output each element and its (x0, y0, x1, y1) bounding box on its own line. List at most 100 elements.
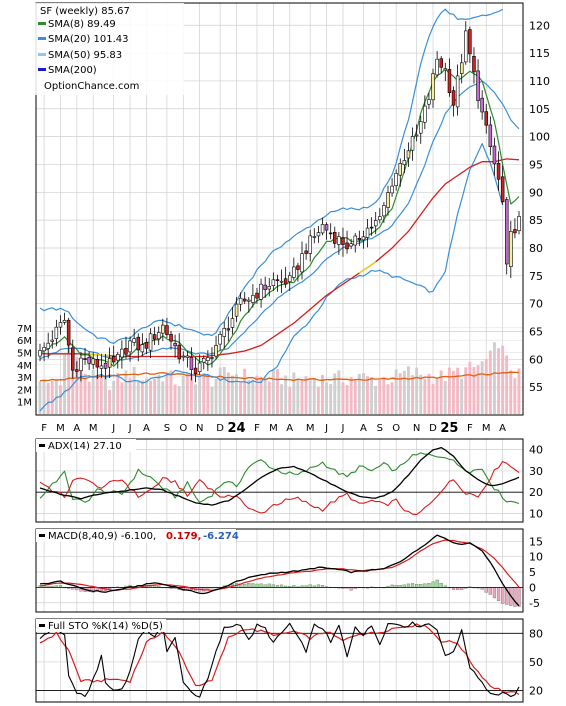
volume-bar-2 (46, 382, 50, 414)
volume-bar-110 (488, 350, 492, 414)
volume-bar-65 (304, 376, 308, 414)
candle-body-29 (157, 332, 161, 340)
volume-bar-89 (402, 370, 406, 414)
macd-histogram-bar-57 (271, 584, 275, 588)
volume-bar-63 (296, 379, 300, 414)
panel-frame-adx (35, 438, 524, 523)
month-tick-19: S (377, 423, 383, 434)
candle-body-68 (316, 232, 321, 237)
volume-bar-96 (431, 383, 435, 414)
candle-body-40 (202, 357, 206, 363)
candle-body-103 (459, 62, 464, 74)
month-tick-21: N (413, 423, 420, 434)
volume-bar-74 (341, 382, 345, 414)
volume-bar-67 (312, 378, 316, 414)
volume-bar-59 (280, 384, 283, 414)
candle-body-85 (386, 192, 390, 208)
month-tick-22: D (429, 423, 437, 434)
price-tick-65: 65 (529, 326, 543, 339)
candle-body-36 (185, 355, 190, 358)
candle-body-0 (38, 350, 42, 357)
volume-bar-69 (321, 375, 324, 414)
volume-bar-106 (472, 367, 476, 414)
macd-histogram-bar-98 (439, 582, 443, 588)
candle-body-115 (509, 231, 513, 268)
candle-body-74 (341, 237, 345, 245)
candle-body-60 (283, 278, 288, 285)
macd-histogram-bar-92 (415, 584, 419, 588)
macd-tick-15: 15 (529, 535, 543, 548)
volume-tick-7M: 7M (17, 324, 32, 335)
candle-body-9 (75, 369, 79, 372)
month-tick-9: N (196, 423, 203, 434)
candle-body-1 (42, 346, 46, 352)
month-tick-12: F (254, 423, 260, 434)
candle-body-97 (435, 58, 439, 76)
candle-body-31 (165, 325, 169, 335)
series-layer (36, 8, 523, 698)
candle-body-17 (107, 358, 112, 368)
candle-body-3 (50, 339, 54, 342)
month-tick-25: M (482, 423, 491, 434)
volume-bar-97 (435, 379, 439, 414)
volume-bar-13 (91, 369, 95, 414)
axis-labels: 5560657075808590951001051101151201M2M3M4… (17, 19, 550, 697)
volume-bar-39 (198, 377, 202, 414)
volume-bar-27 (149, 380, 152, 414)
volume-bar-0 (38, 381, 42, 414)
volume-bar-83 (378, 379, 382, 414)
candle-body-91 (410, 136, 415, 151)
volume-bar-85 (386, 384, 390, 414)
candle-body-6 (62, 319, 67, 323)
volume-bar-20 (120, 382, 124, 414)
macd-label: MACD(8,40,9) -6.100, (48, 531, 156, 542)
candle-body-39 (197, 362, 202, 372)
legend-sma200: SMA(200) (48, 65, 97, 76)
candle-body-79 (361, 236, 366, 241)
candle-body-24 (136, 336, 141, 351)
candle-body-65 (304, 250, 308, 254)
volume-bar-26 (145, 378, 148, 414)
stoch-tick-80: 80 (529, 627, 543, 640)
macd-histogram-bar-53 (255, 583, 259, 588)
month-tick-23: 25 (440, 421, 458, 436)
volume-bar-46 (226, 372, 230, 414)
price-tick-55: 55 (529, 381, 543, 394)
bollinger-upper-line (39, 8, 503, 344)
legend-sma20: SMA(20) 101.43 (48, 34, 129, 45)
adx-tick-20: 20 (529, 486, 543, 499)
volume-bar-14 (95, 375, 99, 414)
volume-bar-40 (202, 373, 206, 414)
volume-bar-93 (419, 374, 423, 414)
macd-tick--5: -5 (529, 597, 540, 610)
volume-bar-88 (398, 373, 402, 414)
volume-bar-50 (243, 368, 247, 414)
macd-histogram-bar-76 (349, 587, 353, 591)
indicator-labels: ADX(14) 27.10 MACD(8,40,9) -6.100, 0.179… (36, 439, 239, 632)
month-tick-13: M (269, 423, 278, 434)
volume-bar-22 (128, 378, 132, 414)
macd-histogram-bar-90 (406, 583, 411, 588)
month-tick-4: J (111, 423, 115, 434)
candle-body-112 (496, 162, 501, 180)
price-tick-90: 90 (529, 186, 543, 199)
macd-histogram-bar-113 (501, 587, 505, 604)
price-tick-110: 110 (529, 75, 550, 88)
volume-bar-62 (292, 372, 296, 414)
sma50-highlight-0 (89, 353, 110, 357)
month-tick-26: A (499, 423, 506, 434)
volume-bar-6 (63, 353, 66, 414)
volume-bar-16 (104, 375, 107, 414)
month-tick-6: A (143, 423, 150, 434)
month-tick-18: A (360, 423, 367, 434)
candle-body-12 (87, 356, 91, 364)
volume-bar-94 (423, 378, 427, 414)
volume-tick-2M: 2M (17, 385, 32, 396)
volume-tick-3M: 3M (17, 373, 32, 384)
month-tick-8: O (179, 423, 187, 434)
stoch-label: Full STO %K(14) %D(5) (48, 621, 163, 632)
candle-body-89 (402, 160, 407, 165)
candle-body-35 (181, 355, 186, 358)
candle-body-4 (54, 326, 59, 340)
candle-body-14 (95, 358, 100, 368)
